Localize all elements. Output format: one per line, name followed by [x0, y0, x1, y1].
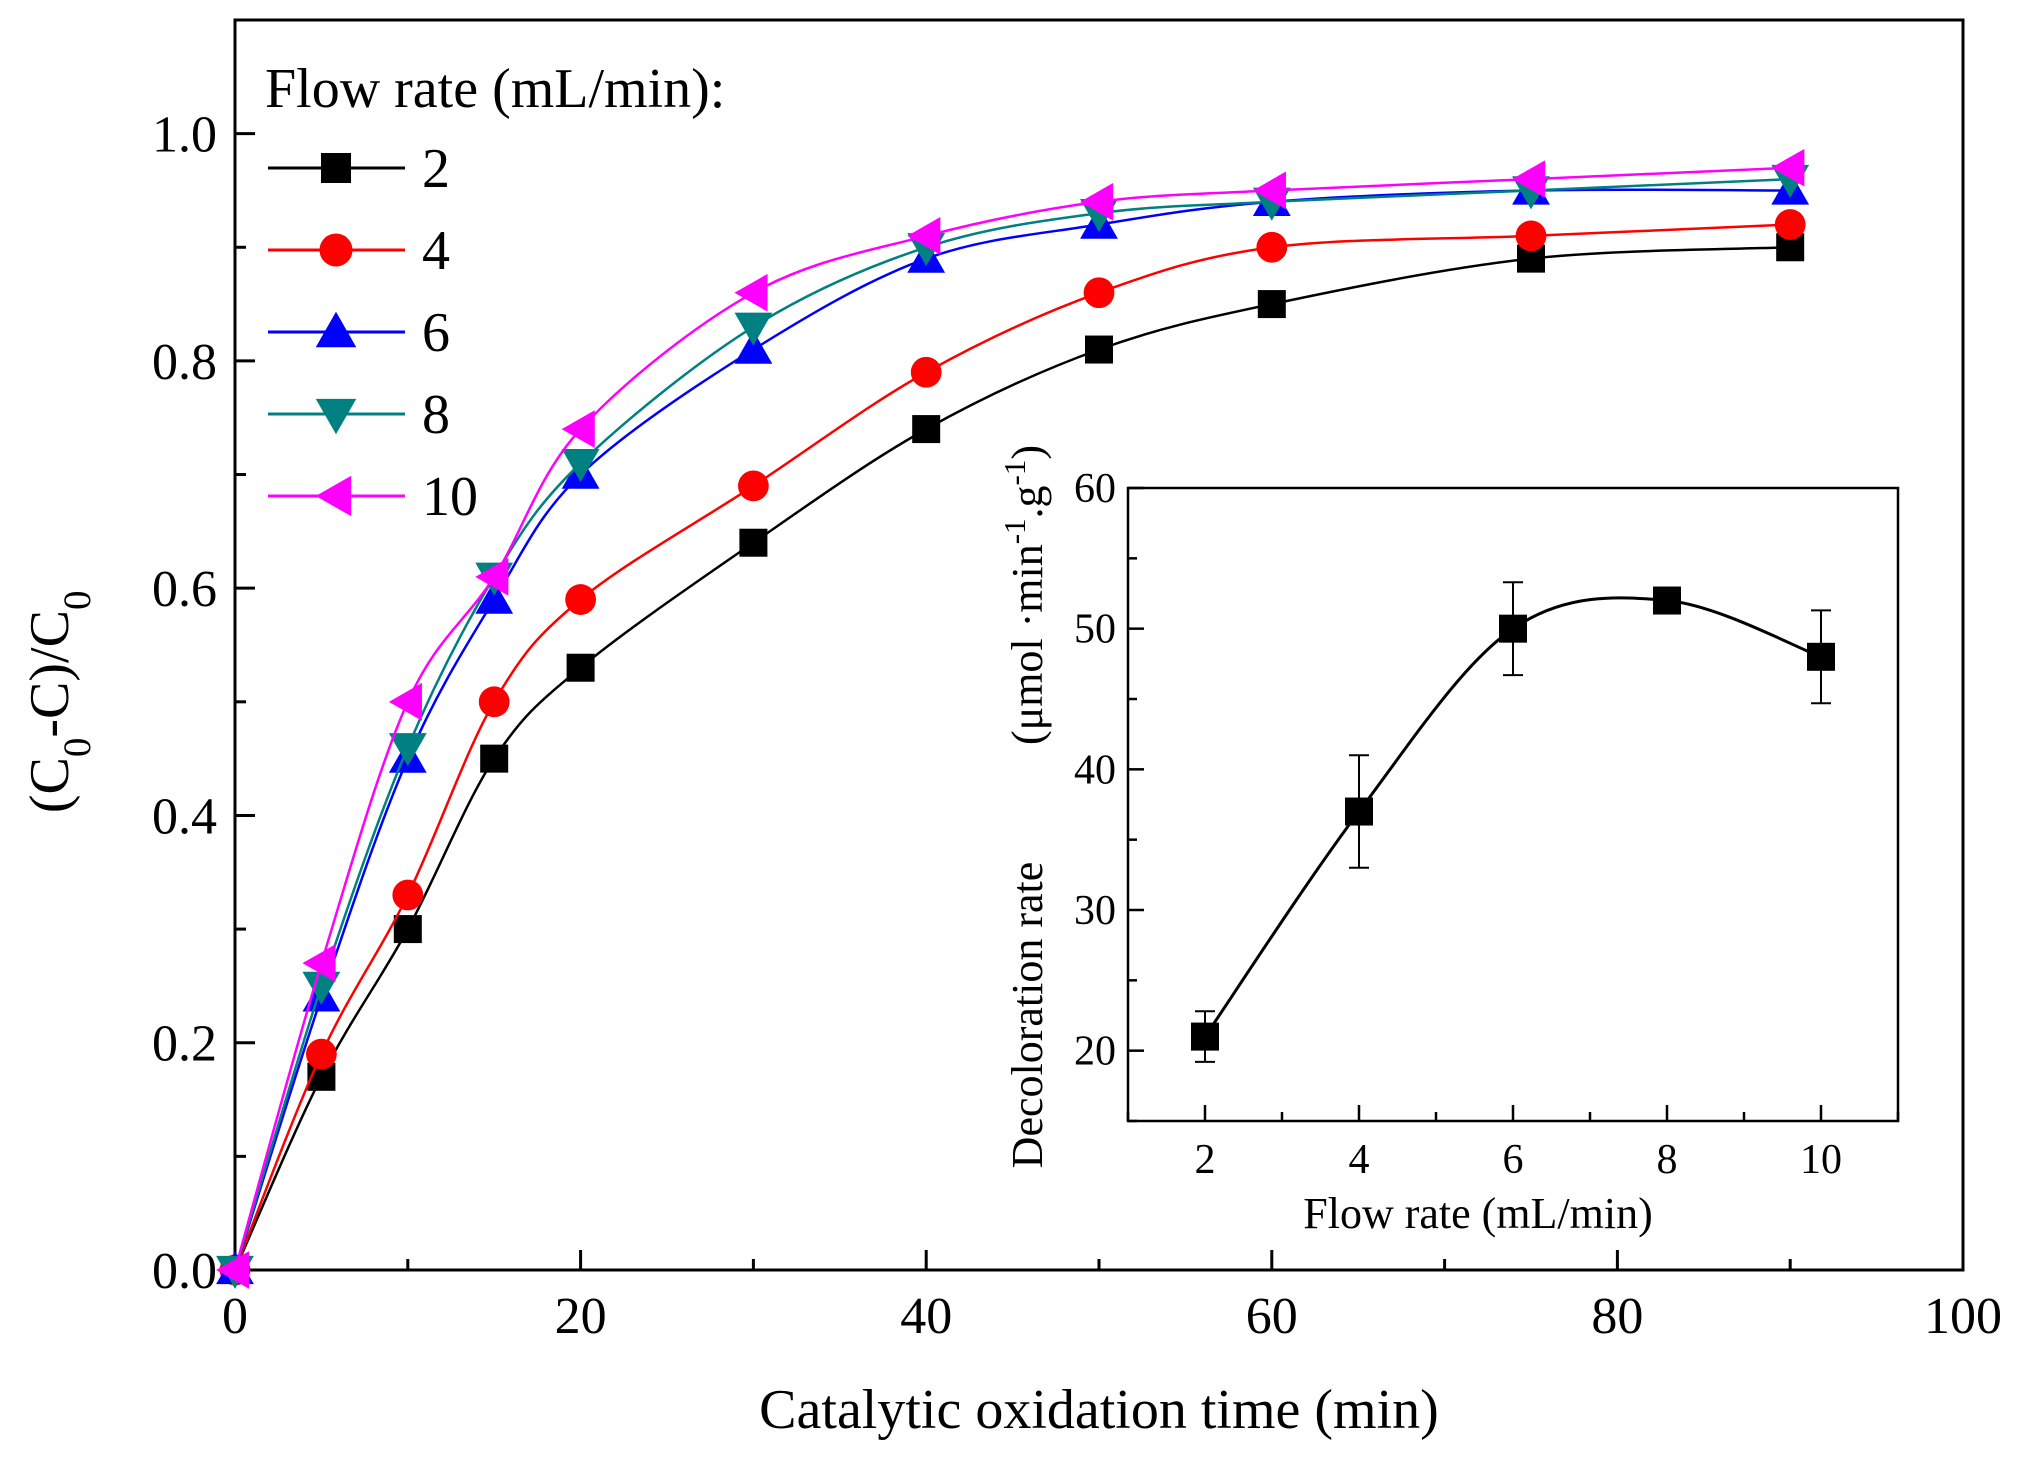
inset-x-tick-label: 8 — [1657, 1137, 1678, 1183]
data-point-10 — [1771, 148, 1805, 187]
inset-x-tick-label: 4 — [1349, 1137, 1370, 1183]
legend-marker-10 — [315, 475, 352, 517]
x-axis-title: Catalytic oxidation time (min) — [759, 1379, 1439, 1441]
inset-x-tick-label: 10 — [1800, 1137, 1842, 1183]
y-tick-label: 0.4 — [152, 788, 217, 845]
inset-y-tick-label: 20 — [1074, 1029, 1116, 1075]
data-point-2 — [1257, 290, 1286, 319]
legend-label-4: 4 — [422, 220, 450, 282]
x-tick-label: 60 — [1246, 1288, 1298, 1345]
inset-x-axis-title: Flow rate (mL/min) — [1303, 1189, 1653, 1238]
data-point-10 — [216, 1251, 250, 1289]
series-line-4 — [233, 223, 1791, 1271]
data-point-10 — [1252, 171, 1286, 210]
data-point-4 — [1256, 231, 1288, 263]
inset-data-point — [1499, 614, 1527, 643]
data-point-2 — [1085, 335, 1113, 364]
legend-label-10: 10 — [422, 466, 478, 528]
data-point-8 — [561, 449, 600, 483]
data-point-10 — [1512, 160, 1546, 198]
legend-label-2: 2 — [422, 138, 450, 200]
inset-data-point — [1807, 642, 1835, 671]
inset-y-tick-label: 40 — [1074, 747, 1116, 793]
inset-data-point — [1653, 586, 1681, 615]
y-tick-label: 0.6 — [152, 561, 217, 618]
data-point-10 — [475, 557, 509, 596]
data-point-4 — [1774, 209, 1806, 240]
data-point-10 — [1080, 182, 1114, 221]
x-tick-label: 0 — [222, 1288, 248, 1345]
inset-y-tick-label: 60 — [1074, 466, 1116, 512]
data-point-8 — [302, 971, 341, 1005]
data-point-2 — [912, 415, 941, 444]
data-point-6 — [475, 580, 514, 614]
legend-marker-4 — [319, 233, 353, 267]
x-tick-label: 80 — [1591, 1288, 1643, 1345]
data-point-4 — [565, 584, 596, 615]
inset-y-axis-title: Decoloration rate — [1003, 862, 1052, 1169]
y-tick-label: 0.0 — [152, 1243, 217, 1300]
data-point-10 — [907, 217, 941, 255]
legend-title: Flow rate (mL/min): — [265, 58, 725, 120]
inset-y-tick-label: 30 — [1074, 888, 1116, 934]
x-tick-label: 20 — [555, 1288, 607, 1345]
data-point-4 — [392, 879, 424, 911]
y-axis-title: (C0-C)/C0 — [19, 591, 99, 814]
y-tick-label: 0.2 — [152, 1016, 217, 1073]
legend-marker-6 — [315, 311, 357, 348]
data-point-4 — [910, 356, 942, 388]
legend-label-6: 6 — [422, 302, 450, 364]
data-point-4 — [738, 470, 769, 502]
data-point-10 — [302, 944, 336, 983]
data-point-4 — [306, 1038, 337, 1070]
data-point-10 — [734, 273, 768, 312]
main-chart: 0 20 40 60 80 100 0.0 0.2 0.4 0.6 0.8 1.0 Catalytic … — [19, 18, 2002, 1441]
inset-series-line — [1203, 596, 1822, 1038]
inset-x-tick-label: 2 — [1195, 1137, 1216, 1183]
inset-y-tick-label: 50 — [1074, 607, 1116, 653]
inset-x-tick-label: 6 — [1503, 1137, 1524, 1183]
y-tick-label: 1.0 — [152, 107, 217, 164]
data-point-6 — [734, 330, 773, 364]
series-line-2 — [233, 246, 1791, 1271]
data-point-2 — [566, 653, 595, 682]
data-point-2 — [739, 528, 768, 557]
y-tick-label: 0.8 — [152, 334, 217, 391]
data-point-10 — [388, 682, 422, 721]
data-point-4 — [1083, 277, 1115, 309]
inset-data-point — [1345, 797, 1373, 826]
legend-marker-2 — [321, 153, 351, 183]
inset-y-axis-unit: (μmol ·min-1.g-1) — [997, 445, 1053, 745]
x-tick-label: 40 — [900, 1288, 952, 1345]
data-point-4 — [1515, 220, 1547, 252]
inset-data-point — [1191, 1022, 1219, 1051]
data-point-10 — [561, 410, 595, 448]
data-point-2 — [480, 744, 509, 773]
x-tick-label: 100 — [1924, 1288, 2002, 1345]
legend-marker-8 — [315, 398, 357, 435]
data-point-8 — [734, 312, 773, 346]
legend-label-8: 8 — [422, 384, 450, 446]
data-point-2 — [393, 915, 422, 944]
inset-chart: 2 4 6 8 10 20 30 40 50 60 Flow rate (mL/min) Decolo… — [997, 445, 1900, 1238]
data-point-4 — [478, 686, 510, 718]
data-point-8 — [388, 733, 427, 767]
